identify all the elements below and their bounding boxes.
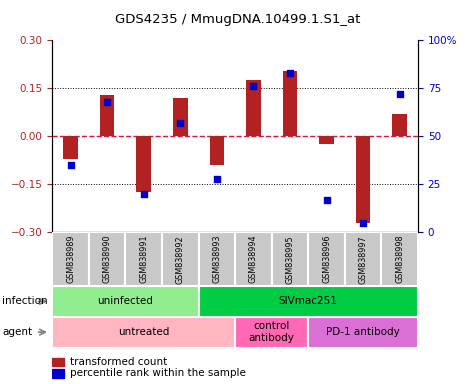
Bar <box>199 232 235 286</box>
Bar <box>345 232 381 286</box>
Bar <box>381 232 418 286</box>
Text: GSM838989: GSM838989 <box>66 235 75 283</box>
Text: percentile rank within the sample: percentile rank within the sample <box>70 368 246 378</box>
Bar <box>235 317 308 348</box>
Bar <box>319 136 334 144</box>
Text: untreated: untreated <box>118 327 170 337</box>
Bar <box>235 232 272 286</box>
Bar <box>52 358 64 366</box>
Text: PD-1 antibody: PD-1 antibody <box>326 327 400 337</box>
Point <box>250 83 257 89</box>
Point <box>323 197 331 203</box>
Text: SIVmac251: SIVmac251 <box>279 296 338 306</box>
Text: agent: agent <box>2 327 32 337</box>
Text: GSM838991: GSM838991 <box>139 235 148 283</box>
Point <box>103 99 111 105</box>
Text: GDS4235 / MmugDNA.10499.1.S1_at: GDS4235 / MmugDNA.10499.1.S1_at <box>115 13 360 26</box>
Bar <box>308 232 345 286</box>
Bar <box>136 136 151 192</box>
Text: GSM838996: GSM838996 <box>322 235 331 283</box>
Bar <box>173 98 188 136</box>
Text: GSM838992: GSM838992 <box>176 235 185 283</box>
Bar <box>52 286 199 317</box>
Text: control
antibody: control antibody <box>249 321 294 343</box>
Bar <box>246 80 261 136</box>
Bar <box>308 317 418 348</box>
Bar <box>125 232 162 286</box>
Bar <box>162 232 199 286</box>
Text: GSM838994: GSM838994 <box>249 235 258 283</box>
Bar <box>283 71 297 136</box>
Bar <box>209 136 224 165</box>
Point <box>286 70 294 76</box>
Text: GSM838993: GSM838993 <box>212 235 221 283</box>
Bar <box>272 232 308 286</box>
Text: GSM838997: GSM838997 <box>359 235 368 283</box>
Bar <box>63 136 78 159</box>
Point <box>360 220 367 226</box>
Bar <box>100 95 114 136</box>
Point <box>396 91 403 97</box>
Bar <box>199 286 418 317</box>
Text: transformed count: transformed count <box>70 357 167 367</box>
Text: GSM838998: GSM838998 <box>395 235 404 283</box>
Point <box>140 191 147 197</box>
Point <box>176 120 184 126</box>
Text: uninfected: uninfected <box>97 296 153 306</box>
Text: infection: infection <box>2 296 48 306</box>
Bar <box>392 114 407 136</box>
Bar <box>52 369 64 378</box>
Point <box>66 162 74 168</box>
Bar <box>356 136 370 223</box>
Bar <box>89 232 125 286</box>
Point <box>213 175 220 182</box>
Bar <box>52 317 235 348</box>
Bar <box>52 232 89 286</box>
Text: GSM838995: GSM838995 <box>285 235 294 283</box>
Text: GSM838990: GSM838990 <box>103 235 112 283</box>
